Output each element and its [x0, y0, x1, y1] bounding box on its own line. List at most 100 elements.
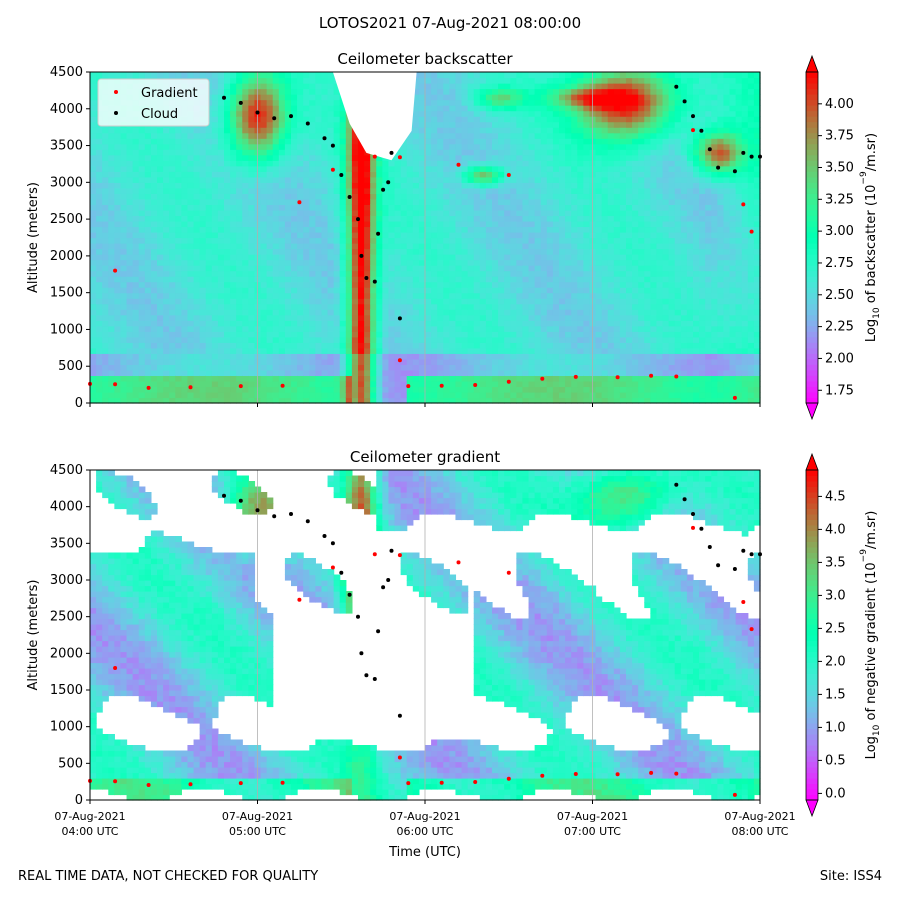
- heatmap-cell: [291, 88, 298, 95]
- heatmap-cell: [297, 243, 304, 250]
- heatmap-cell: [595, 369, 603, 377]
- heatmap-cell: [425, 171, 432, 178]
- heatmap-cell: [303, 77, 310, 84]
- heatmap-cell: [321, 369, 329, 377]
- heatmap-cell: [485, 94, 493, 101]
- heatmap-cell: [540, 215, 548, 222]
- heatmap-cell: [309, 72, 316, 79]
- heatmap-cell: [540, 198, 548, 205]
- heatmap-cell: [406, 292, 414, 299]
- heatmap-cell: [90, 154, 97, 161]
- heatmap-cell: [443, 83, 450, 90]
- heatmap-cell: [571, 165, 578, 172]
- heatmap-cell: [461, 105, 469, 112]
- heatmap-cell: [571, 303, 578, 310]
- heatmap-cell: [510, 110, 517, 117]
- heatmap-cell: [552, 237, 560, 244]
- heatmap-cell: [327, 198, 335, 205]
- heatmap-cell: [175, 154, 182, 161]
- heatmap-cell: [345, 209, 353, 217]
- heatmap-cell: [510, 187, 517, 194]
- heatmap-cell: [266, 325, 274, 332]
- heatmap-cell: [187, 72, 195, 79]
- heatmap-cell: [193, 171, 201, 178]
- heatmap-cell: [157, 176, 164, 183]
- heatmap-cell: [309, 303, 316, 310]
- heatmap-cell: [175, 336, 182, 343]
- heatmap-cell: [552, 347, 560, 354]
- heatmap-cell: [522, 248, 530, 255]
- heatmap-cell: [534, 209, 542, 217]
- heatmap-cell: [510, 154, 517, 161]
- heatmap-cell: [565, 132, 572, 139]
- heatmap-cell: [540, 353, 548, 360]
- heatmap-cell: [309, 154, 316, 161]
- heatmap-cell: [303, 331, 310, 338]
- heatmap-cell: [358, 358, 365, 365]
- heatmap-cell: [236, 287, 243, 294]
- heatmap-cell: [260, 171, 268, 178]
- heatmap-cell: [126, 358, 134, 365]
- heatmap-cell: [461, 187, 469, 194]
- heatmap-cell: [565, 165, 572, 172]
- heatmap-cell: [157, 336, 164, 343]
- heatmap-cell: [534, 154, 542, 161]
- heatmap-cell: [248, 116, 256, 123]
- heatmap-cell: [431, 331, 438, 338]
- heatmap-cell: [181, 364, 189, 371]
- heatmap-cell: [498, 237, 505, 244]
- heatmap-cell: [376, 347, 383, 354]
- heatmap-cell: [552, 187, 560, 194]
- heatmap-cell: [169, 369, 176, 377]
- heatmap-cell: [169, 364, 176, 371]
- heatmap-cell: [163, 369, 170, 377]
- heatmap-cell: [412, 336, 420, 343]
- heatmap-cell: [498, 204, 505, 211]
- heatmap-cell: [327, 248, 335, 255]
- heatmap-cell: [400, 369, 408, 377]
- heatmap-cell: [126, 336, 134, 343]
- heatmap-cell: [577, 110, 584, 117]
- heatmap-cell: [583, 287, 591, 294]
- heatmap-cell: [272, 254, 280, 261]
- heatmap-cell: [394, 292, 402, 299]
- heatmap-cell: [236, 226, 243, 233]
- heatmap-cell: [96, 347, 103, 354]
- heatmap-cell: [418, 220, 426, 228]
- heatmap-cell: [534, 110, 542, 117]
- heatmap-cell: [534, 248, 542, 255]
- heatmap-cell: [382, 176, 390, 183]
- heatmap-cell: [437, 303, 444, 310]
- heatmap-cell: [461, 237, 469, 244]
- heatmap-cell: [181, 309, 189, 316]
- heatmap-cell: [132, 397, 140, 404]
- heatmap-cell: [516, 160, 524, 167]
- heatmap-cell: [565, 198, 572, 205]
- heatmap-cell: [510, 215, 517, 222]
- heatmap-cell: [358, 237, 365, 244]
- heatmap-cell: [485, 314, 493, 321]
- heatmap-cell: [364, 325, 371, 332]
- heatmap-cell: [321, 397, 329, 404]
- heatmap-cell: [224, 176, 231, 183]
- heatmap-cell: [565, 176, 572, 183]
- heatmap-cell: [473, 237, 481, 244]
- heatmap-cell: [485, 204, 493, 211]
- heatmap-cell: [583, 320, 591, 327]
- heatmap-cell: [181, 358, 189, 365]
- heatmap-cell: [321, 347, 329, 354]
- heatmap-cell: [236, 391, 243, 399]
- heatmap-cell: [498, 187, 505, 194]
- heatmap-cell: [516, 165, 524, 172]
- heatmap-cell: [485, 380, 493, 388]
- heatmap-cell: [492, 325, 499, 332]
- heatmap-cell: [327, 259, 335, 266]
- heatmap-cell: [418, 270, 426, 277]
- heatmap-cell: [303, 309, 310, 316]
- heatmap-cell: [248, 209, 256, 217]
- heatmap-cell: [479, 281, 487, 288]
- heatmap-cell: [297, 105, 304, 112]
- heatmap-cell: [473, 331, 481, 338]
- heatmap-cell: [431, 138, 438, 145]
- heatmap-cell: [467, 364, 475, 371]
